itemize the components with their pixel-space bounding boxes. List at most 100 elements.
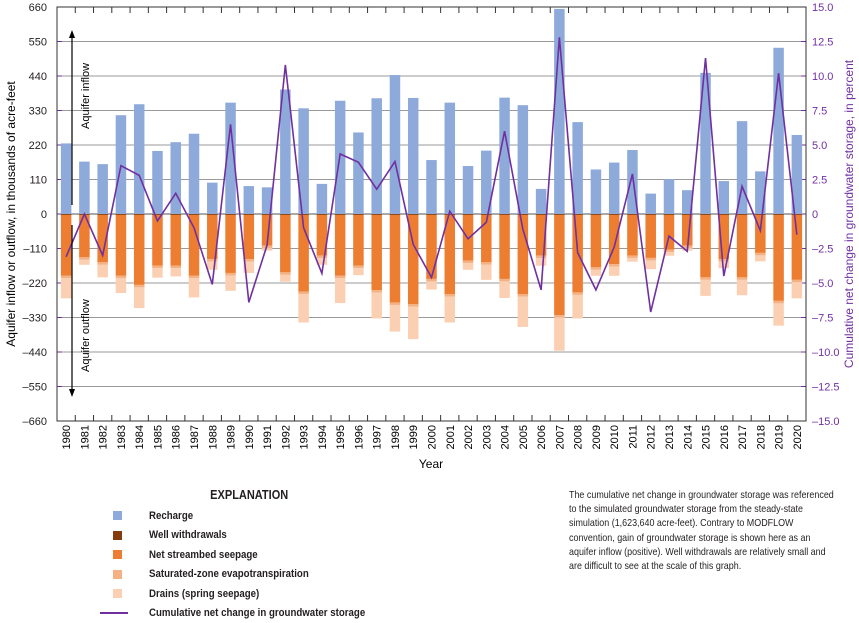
legend-label: Drains (spring seepage) [149, 588, 259, 600]
y2-tick-label: –2.5 [812, 244, 833, 256]
bar-evapotranspiration [97, 262, 108, 265]
bar-drains [518, 296, 529, 326]
x-tick-label: 2017 [737, 425, 749, 449]
bar-drains [134, 287, 145, 308]
bar-net-streambed-seepage [335, 215, 346, 276]
bar-recharge [97, 164, 108, 214]
bar-well-withdrawals [335, 214, 346, 215]
bar-net-streambed-seepage [134, 215, 145, 285]
legend-swatch [100, 612, 128, 614]
bar-evapotranspiration [627, 256, 638, 259]
bar-drains [773, 303, 784, 325]
bar-drains [225, 275, 236, 290]
bar-evapotranspiration [609, 264, 620, 267]
bar-net-streambed-seepage [591, 215, 602, 267]
bar-evapotranspiration [445, 294, 456, 297]
bar-well-withdrawals [755, 214, 766, 215]
x-tick-label: 1983 [116, 425, 128, 449]
y-tick-label: 0 [41, 209, 47, 221]
x-tick-label: 1991 [262, 425, 274, 449]
legend-swatch [113, 511, 122, 520]
bar-net-streambed-seepage [170, 215, 181, 266]
legend-swatch [113, 550, 122, 559]
bar-well-withdrawals [61, 214, 72, 215]
bar-evapotranspiration [536, 256, 547, 259]
bar-evapotranspiration [170, 266, 181, 269]
y-axis-title: Aquifer inflow or outflow, in thousands … [4, 81, 18, 347]
bar-evapotranspiration [152, 266, 163, 269]
bar-evapotranspiration [554, 315, 565, 318]
bar-net-streambed-seepage [554, 215, 565, 315]
bar-well-withdrawals [700, 214, 711, 215]
x-tick-label: 1988 [207, 425, 219, 449]
x-tick-label: 1985 [152, 425, 164, 449]
y-tick-label: –330 [23, 313, 47, 325]
bar-drains [591, 270, 602, 276]
x-tick-label: 1996 [353, 425, 365, 449]
bar-drains [79, 260, 90, 265]
y2-tick-label: 2.5 [812, 175, 827, 187]
inflow-label: Aquifer inflow [80, 63, 92, 129]
bar-evapotranspiration [353, 266, 364, 269]
bar-recharge [189, 134, 200, 214]
legend-swatch [113, 531, 122, 540]
x-tick-label: 2016 [719, 425, 731, 449]
x-tick-label: 2020 [792, 425, 804, 449]
bar-evapotranspiration [207, 259, 218, 262]
bar-drains [481, 265, 492, 280]
bar-well-withdrawals [719, 214, 730, 215]
bar-well-withdrawals [499, 214, 510, 215]
x-tick-label: 1984 [134, 425, 146, 449]
x-tick-label: 1995 [335, 425, 347, 449]
bar-well-withdrawals [737, 214, 748, 215]
legend-item: Recharge [110, 506, 410, 526]
y2-tick-label: 5.0 [812, 140, 827, 152]
bar-well-withdrawals [97, 214, 108, 215]
bar-evapotranspiration [298, 291, 309, 294]
bar-recharge [426, 160, 437, 214]
bar-evapotranspiration [116, 276, 127, 279]
y2-tick-label: 15.0 [812, 2, 833, 14]
bar-well-withdrawals [317, 214, 328, 215]
bar-drains [445, 296, 456, 322]
bar-well-withdrawals [554, 214, 565, 215]
legend-label: Saturated-zone evapotranspiration [149, 568, 309, 580]
bar-recharge [664, 179, 675, 214]
inflow-arrowhead-icon [69, 30, 75, 38]
legend-swatch [113, 589, 122, 598]
x-tick-label: 1999 [408, 425, 420, 449]
bar-net-streambed-seepage [61, 215, 72, 276]
bar-evapotranspiration [189, 276, 200, 279]
bar-recharge [536, 189, 547, 214]
x-tick-label: 1982 [98, 425, 110, 449]
bar-recharge [408, 98, 419, 214]
x-tick-label: 2012 [646, 425, 658, 449]
bar-recharge [390, 75, 401, 214]
bar-recharge [445, 103, 456, 214]
bar-drains [645, 260, 656, 269]
bar-recharge [79, 162, 90, 214]
bar-well-withdrawals [244, 214, 255, 215]
bar-net-streambed-seepage [225, 215, 236, 273]
bar-drains [371, 293, 382, 319]
bar-drains [700, 280, 711, 296]
bar-drains [792, 282, 803, 298]
bar-evapotranspiration [317, 256, 328, 259]
y-tick-label: 110 [29, 175, 47, 187]
bar-net-streambed-seepage [390, 215, 401, 303]
bar-net-streambed-seepage [627, 215, 638, 256]
bar-well-withdrawals [426, 214, 437, 215]
x-tick-label: 1986 [171, 425, 183, 449]
x-tick-label: 2003 [481, 425, 493, 449]
bar-recharge [317, 184, 328, 214]
bar-well-withdrawals [536, 214, 547, 215]
bar-evapotranspiration [463, 261, 474, 264]
bar-well-withdrawals [298, 214, 309, 215]
bar-well-withdrawals [134, 214, 145, 215]
legend-item: Drains (spring seepage) [110, 584, 410, 604]
bar-net-streambed-seepage [371, 215, 382, 290]
bar-well-withdrawals [207, 214, 218, 215]
bar-recharge [371, 98, 382, 214]
bar-drains [207, 262, 218, 270]
y-tick-label: 550 [29, 37, 47, 49]
